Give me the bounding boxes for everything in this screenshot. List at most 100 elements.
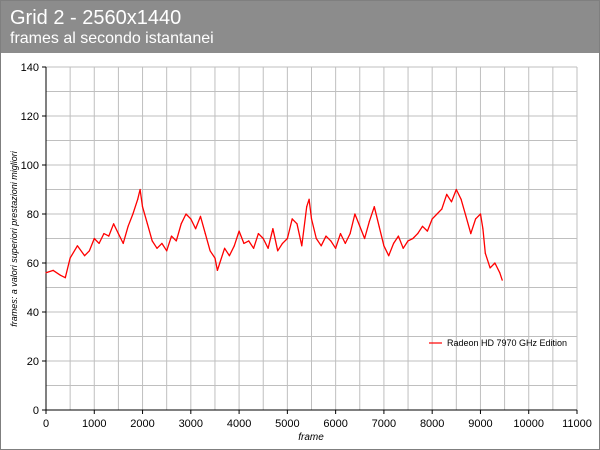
data-point — [224, 247, 226, 249]
x-tick-label: 4000 — [227, 418, 251, 430]
data-point — [310, 218, 313, 220]
data-point — [122, 242, 124, 244]
data-point — [501, 279, 503, 281]
data-point — [479, 213, 482, 215]
data-point — [175, 240, 177, 242]
grid-layer — [45, 66, 578, 411]
x-axis-label: frame — [298, 432, 324, 443]
data-point — [108, 235, 110, 237]
data-point — [228, 255, 230, 257]
data-point — [306, 206, 308, 208]
data-point — [446, 193, 448, 195]
data-point — [431, 218, 433, 220]
data-point — [161, 242, 163, 244]
x-tick-label: 3000 — [179, 418, 203, 430]
data-point — [248, 240, 250, 242]
data-point — [214, 257, 216, 259]
data-point — [421, 225, 424, 227]
data-point — [209, 250, 211, 252]
data-point — [267, 247, 269, 249]
chart-header: Grid 2 - 2560x1440 frames al secondo ist… — [1, 1, 599, 53]
data-point — [257, 233, 259, 235]
data-point — [277, 250, 279, 252]
x-tick-label: 8000 — [420, 418, 444, 430]
x-tick-label: 1000 — [82, 418, 106, 430]
data-point — [291, 218, 293, 220]
data-point — [344, 242, 346, 244]
data-point — [76, 245, 78, 247]
data-point — [482, 228, 484, 230]
data-point — [407, 240, 409, 242]
data-point — [243, 242, 245, 244]
data-point — [64, 277, 66, 279]
series-line-0 — [45, 188, 503, 281]
data-point — [151, 240, 153, 242]
data-point — [180, 223, 182, 225]
data-point — [238, 230, 240, 232]
data-point — [455, 188, 457, 191]
data-point — [195, 228, 197, 230]
data-point — [52, 269, 54, 271]
x-tick-label: 10000 — [513, 418, 544, 430]
data-point — [402, 247, 404, 249]
data-point — [499, 272, 501, 274]
data-point — [117, 233, 119, 235]
chart-legend: Radeon HD 7970 GHz Edition — [429, 338, 567, 348]
data-point — [296, 223, 298, 225]
data-point — [397, 235, 399, 237]
data-point — [166, 250, 168, 252]
data-point — [139, 188, 141, 191]
data-point — [253, 247, 255, 249]
data-point — [393, 242, 395, 244]
legend-label: Radeon HD 7970 GHz Edition — [447, 338, 567, 348]
data-point — [113, 223, 115, 225]
data-point — [325, 235, 327, 237]
x-tick-label: 5000 — [275, 418, 299, 430]
x-tick-label: 9000 — [468, 418, 492, 430]
x-tick-label: 11000 — [562, 418, 592, 430]
data-point — [103, 233, 105, 235]
data-point — [388, 255, 390, 257]
data-point — [141, 206, 144, 208]
data-point — [373, 206, 375, 208]
x-tick-label: 0 — [43, 418, 49, 430]
data-point — [364, 237, 366, 240]
data-point — [315, 237, 317, 240]
data-point — [494, 262, 496, 264]
y-tick-label: 40 — [27, 307, 39, 319]
data-point — [301, 245, 303, 247]
data-point — [489, 267, 491, 269]
y-tick-label: 0 — [33, 405, 39, 417]
y-tick-label: 100 — [21, 160, 39, 172]
x-tick-label: 6000 — [323, 418, 347, 430]
chart-subtitle: frames al secondo istantanei — [10, 30, 214, 47]
data-point — [460, 198, 462, 200]
data-point — [475, 218, 477, 220]
data-point — [378, 225, 380, 227]
data-point — [132, 213, 134, 215]
data-point — [262, 237, 264, 240]
data-point — [88, 250, 90, 252]
data-point — [216, 269, 218, 271]
y-tick-label: 140 — [21, 62, 39, 74]
data-point — [359, 225, 361, 227]
data-point — [484, 252, 486, 254]
chart-title: Grid 2 - 2560x1440 — [10, 7, 182, 29]
data-point — [441, 208, 443, 210]
data-point — [320, 245, 322, 247]
y-axis-label: frames: a valori superiori prestazioni m… — [9, 150, 19, 327]
y-tick-label: 60 — [27, 258, 39, 270]
x-tick-label: 7000 — [372, 418, 396, 430]
y-tick-label: 20 — [27, 356, 39, 368]
data-point — [84, 255, 86, 257]
y-tick-label: 120 — [21, 111, 39, 123]
data-point — [450, 201, 453, 203]
x-tick-label: 2000 — [130, 418, 154, 430]
data-point — [426, 230, 428, 232]
tick-labels: 0 20 40 60 80 100 120 140 0 1000 2000 3000 4000 5000 6… — [21, 62, 592, 430]
data-point — [59, 274, 62, 276]
data-point — [335, 247, 337, 249]
data-point — [219, 262, 221, 264]
